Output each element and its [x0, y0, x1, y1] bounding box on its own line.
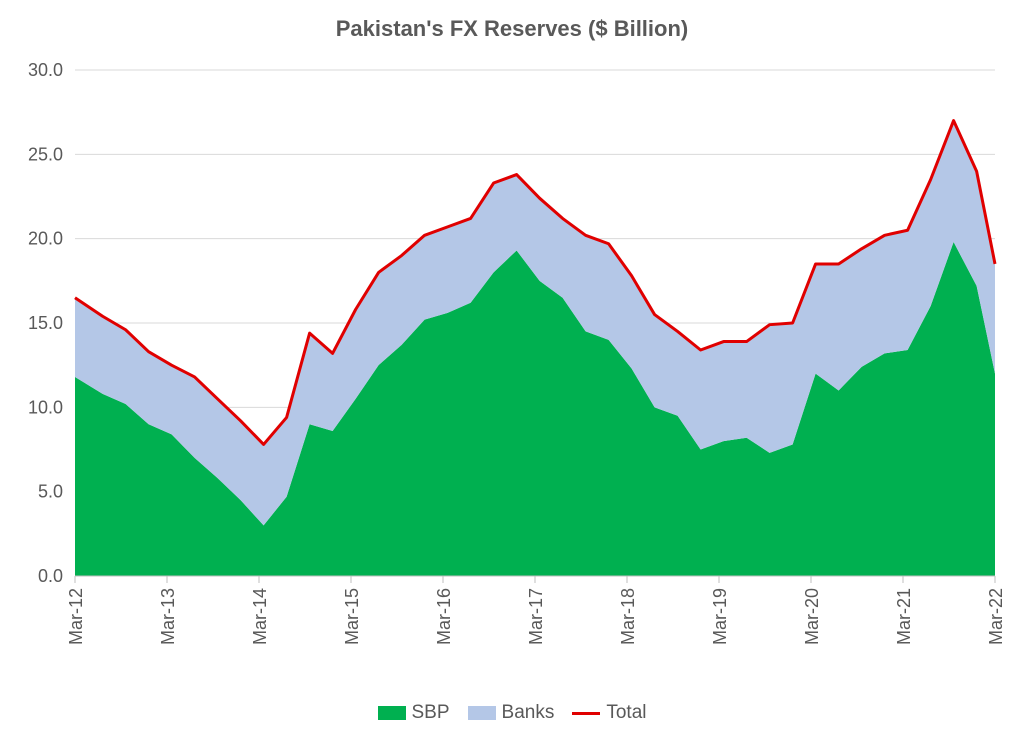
x-tick-label-9: Mar-21 — [894, 588, 914, 645]
x-tick-label-4: Mar-16 — [434, 588, 454, 645]
line-total — [74, 119, 997, 446]
legend-item-banks: Banks — [467, 702, 555, 724]
y-tick-label-1: 5.0 — [38, 482, 63, 502]
axes: 0.0 5.0 10.0 15.0 20.0 25.0 30.0 Mar-12 Mar-13 Ma… — [28, 60, 1006, 645]
area-banks — [75, 120, 995, 526]
legend-label-sbp: SBP — [411, 702, 450, 723]
legend-label-banks: Banks — [501, 702, 555, 723]
legend-swatch-banks — [467, 706, 496, 720]
area-series — [75, 120, 995, 577]
y-tick-label-4: 20.0 — [28, 229, 63, 249]
x-tick-label-7: Mar-19 — [710, 588, 730, 645]
y-tick-label-5: 25.0 — [28, 144, 63, 164]
legend-swatch-sbp — [377, 706, 406, 720]
x-tick-label-0: Mar-12 — [66, 588, 86, 645]
y-tick-label-6: 30.0 — [28, 60, 63, 80]
legend-item-total: Total — [572, 702, 646, 724]
legend: SBP Banks Total — [0, 702, 1024, 724]
area-sbp — [75, 242, 995, 577]
x-tick-label-5: Mar-17 — [526, 588, 546, 645]
plot-area: 0.0 5.0 10.0 15.0 20.0 25.0 30.0 Mar-12 Mar-13 Ma… — [28, 60, 1006, 645]
y-tick-label-0: 0.0 — [38, 566, 63, 586]
line-series — [74, 119, 997, 446]
x-tick-label-8: Mar-20 — [802, 588, 822, 645]
x-tick-label-1: Mar-13 — [158, 588, 178, 645]
x-tick-label-3: Mar-15 — [342, 588, 362, 645]
y-tick-label-2: 10.0 — [28, 397, 63, 417]
x-tick-label-2: Mar-14 — [250, 588, 270, 645]
x-tick-label-10: Mar-22 — [986, 588, 1006, 645]
chart-title: Pakistan's FX Reserves ($ Billion) — [335, 16, 689, 41]
y-tick-label-3: 15.0 — [28, 313, 63, 333]
legend-swatch-total — [572, 711, 601, 715]
legend-item-sbp: SBP — [377, 702, 450, 724]
x-tick-label-6: Mar-18 — [618, 588, 638, 645]
legend-label-total: Total — [606, 702, 647, 723]
